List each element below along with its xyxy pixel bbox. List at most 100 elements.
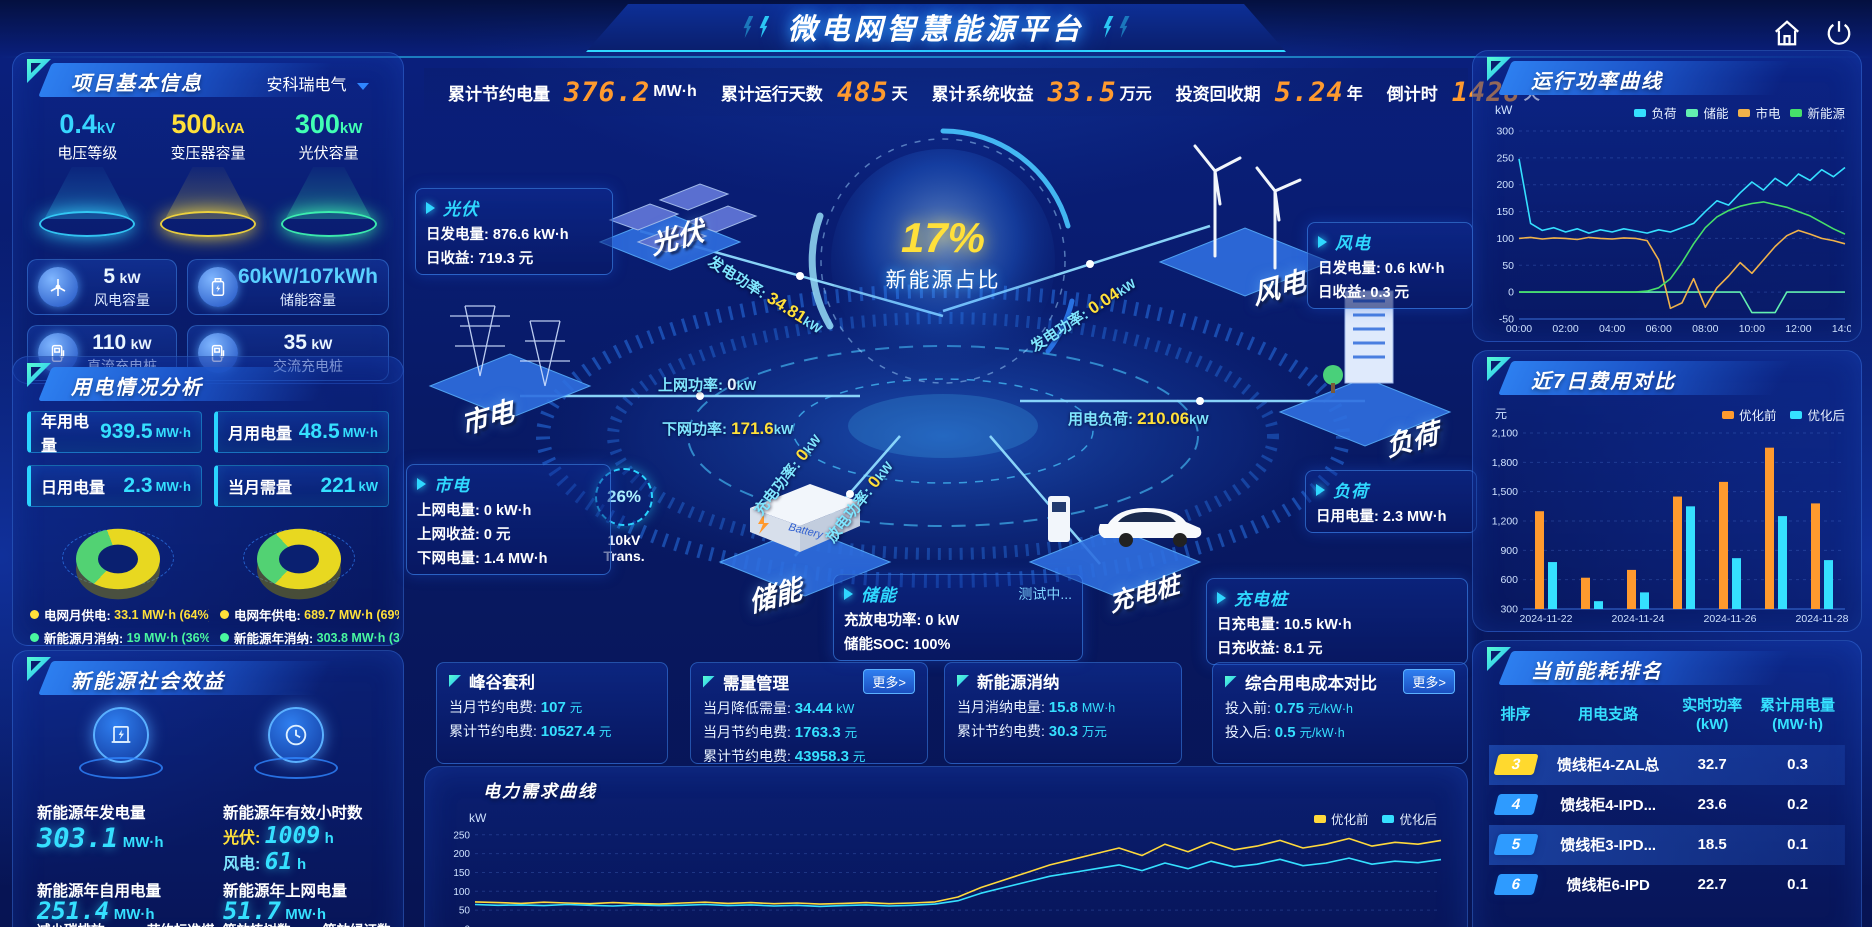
rank-badge: 3 [1492,754,1539,775]
svg-text:50: 50 [1502,260,1514,272]
stat-energy-saved: 累计节约电量 376.2 MW·h [448,76,697,108]
svg-text:100: 100 [453,887,470,898]
renewable-consumption-card: 新能源消纳 当月消纳电量: 15.8 MW·h 累计节约电费: 30.3 万元 [944,662,1182,764]
ranking-table: 排序 用电支路 实时功率 (kW) 累计用电量 (MW·h) 3 馈线柜4-ZAL总… [1489,695,1845,905]
panel-title: 近7日费用对比 [1531,371,1677,393]
svg-text:100: 100 [1496,233,1514,245]
pv-capacity: 300kW 光伏容量 [274,109,384,249]
donut-charts [27,515,389,593]
to-grid-energy: 新能源年上网电量 51.7 MW·h [223,883,348,925]
panel-header: 当前能耗排名 [1483,647,1851,691]
corner-icon [449,675,461,687]
company-dropdown[interactable]: 安科瑞电气 [267,71,369,95]
renewable-share-percent: 17% [900,214,986,261]
from-grid-power-flow: 下网功率: 171.6kW [662,419,794,438]
more-button[interactable]: 更多> [863,669,915,694]
stat-payback-period: 投资回收期 5.24 年 [1175,76,1363,108]
donut-legend: 电网月供电: 33.1 MW·h (64%) 新能源月消纳: 19 MW·h (… [25,605,399,647]
year-donut-chart [239,515,359,593]
table-row[interactable]: 5 馈线柜3-IPD... 18.5 0.1 [1489,824,1845,865]
renewable-share-ring: 17% 新能源占比 [873,214,1013,294]
effective-hours: 新能源年有效小时数 光伏: 1009 h 风电: 61 h [223,805,363,875]
play-arrow-icon [844,587,853,600]
month-donut-chart [58,515,178,593]
benefit-values: 新能源年发电量 303.1 MW·h 新能源年有效小时数 光伏: 1009 h … [37,801,393,927]
corner-icon [1225,675,1237,688]
social-benefits-panel: 新能源社会效益 新能源年发电量 303.1 MW·h 新能源年 [12,650,404,927]
podium-base [159,211,256,237]
load-power-flow: 用电负荷: 210.06kW [1068,409,1209,428]
more-button[interactable]: 更多> [1403,669,1455,694]
svg-text:02:00: 02:00 [1552,323,1578,335]
col-energy: 累计用电量 (MW·h) [1760,697,1836,733]
y-axis-unit: kW [1495,103,1513,117]
col-rank: 排序 [1500,706,1531,724]
svg-text:200: 200 [1496,179,1514,191]
svg-text:300: 300 [1496,126,1514,138]
svg-text:600: 600 [1500,574,1518,586]
svg-text:250: 250 [1496,152,1514,164]
coal-saved: 节约标准煤 91.7 t [147,919,215,927]
panel-title: 运行功率曲线 [1531,71,1663,93]
power-icon[interactable] [1824,18,1854,48]
wind-info-box: 风电 日发电量: 0.6 kW·h 日收益: 0.3 元 [1307,222,1473,309]
y-axis-unit: kW [469,811,487,825]
svg-text:10:00: 10:00 [1739,323,1765,335]
svg-text:14:00: 14:00 [1832,323,1851,335]
app-title-bar: 微电网智慧能源平台 [586,4,1286,52]
table-row[interactable]: 4 馈线柜4-IPD... 23.6 0.2 [1489,785,1845,825]
home-icon[interactable] [1772,18,1802,48]
svg-text:250: 250 [453,830,470,841]
svg-text:2024-11-22: 2024-11-22 [1520,613,1573,625]
renewable-share-label: 新能源占比 [885,269,1001,292]
storage-status: 测试中... [1018,585,1072,602]
annual-generation: 新能源年发电量 303.1 MW·h [37,805,164,854]
panel-title: 项目基本信息 [71,73,203,95]
svg-text:50: 50 [459,906,471,917]
clock-icon [267,707,324,763]
month-demand: 当月需量 221 kW [214,465,389,507]
energy-flow-diagram: Battery [400,96,1480,665]
stat-run-days: 累计运行天数 485 天 [720,76,908,108]
wind-capacity-card: 5 kW 风电容量 [27,259,177,315]
svg-text:300: 300 [1500,604,1518,616]
year-usage: 年用电量 939.5 MW·h [27,411,202,455]
legend-item: 电网月供电: 33.1 MW·h (64%) [25,605,209,624]
table-row[interactable]: 6 馈线柜6-IPD 22.7 0.1 [1489,865,1845,905]
page-title: 微电网智慧能源平台 [787,14,1085,46]
storage-info-box: 储能 测试中... 充放电功率: 0 kW 储能SOC: 100% [833,574,1083,661]
hours-pedestal [250,707,342,793]
cost-comparison-card: 综合用电成本对比 更多> 投入前: 0.75 元/kW·h 投入后: 0.5 元… [1212,662,1468,764]
svg-text:2,100: 2,100 [1492,428,1518,440]
lightning-icons-left [742,16,770,38]
summary-stats-bar: 累计节约电量 376.2 MW·h 累计运行天数 485 天 累计系统收益 33… [424,68,1540,116]
panel-header: 运行功率曲线 [1483,57,1851,101]
self-use-energy: 新能源年自用电量 251.4 MW·h [37,883,162,925]
svg-text:2024-11-28: 2024-11-28 [1796,613,1849,625]
svg-text:00:00: 00:00 [1506,323,1532,335]
svg-text:04:00: 04:00 [1599,323,1625,335]
demand-curve-panel: 电力需求曲线 kW 优化前 优化后 25020015010050000:0000… [424,766,1468,927]
capacity-podiums: 0.4kV 电压等级 500kVA 变压器容量 300kW 光伏容量 [27,109,389,249]
panel-header: 近7日费用对比 [1483,357,1851,401]
col-power: 实时功率 (kW) [1682,697,1743,733]
svg-text:08:00: 08:00 [1692,323,1718,335]
rank-badge: 4 [1492,794,1539,815]
svg-text:1,800: 1,800 [1492,457,1518,469]
pv-info-box: 光伏 日发电量: 876.6 kW·h 日收益: 719.3 元 [415,188,613,275]
rank-badge: 6 [1492,874,1539,895]
cost-chart-legend: 优化前 优化后 [1721,405,1845,424]
legend-item: 新能源月消纳: 19 MW·h (36%) [25,628,209,647]
panel-title: 用电情况分析 [71,377,203,399]
demand-management-card: 需量管理 更多> 当月降低需量: 34.44 kW 当月节约电费: 1763.3… [690,662,928,765]
day-usage: 日用电量 2.3 MW·h [27,465,202,507]
demand-chart-legend: 优化前 优化后 [1313,809,1437,828]
corner-icon [957,675,969,687]
panel-title: 电力需求曲线 [483,782,597,801]
svg-text:12:00: 12:00 [1785,323,1811,335]
svg-text:200: 200 [453,849,470,860]
power-curve-panel: 运行功率曲线 kW 负荷 储能 市电 新能源 300 250 200 150 100 50… [1472,50,1862,342]
table-row[interactable]: 3 馈线柜4-ZAL总 32.7 0.3 [1489,744,1845,785]
